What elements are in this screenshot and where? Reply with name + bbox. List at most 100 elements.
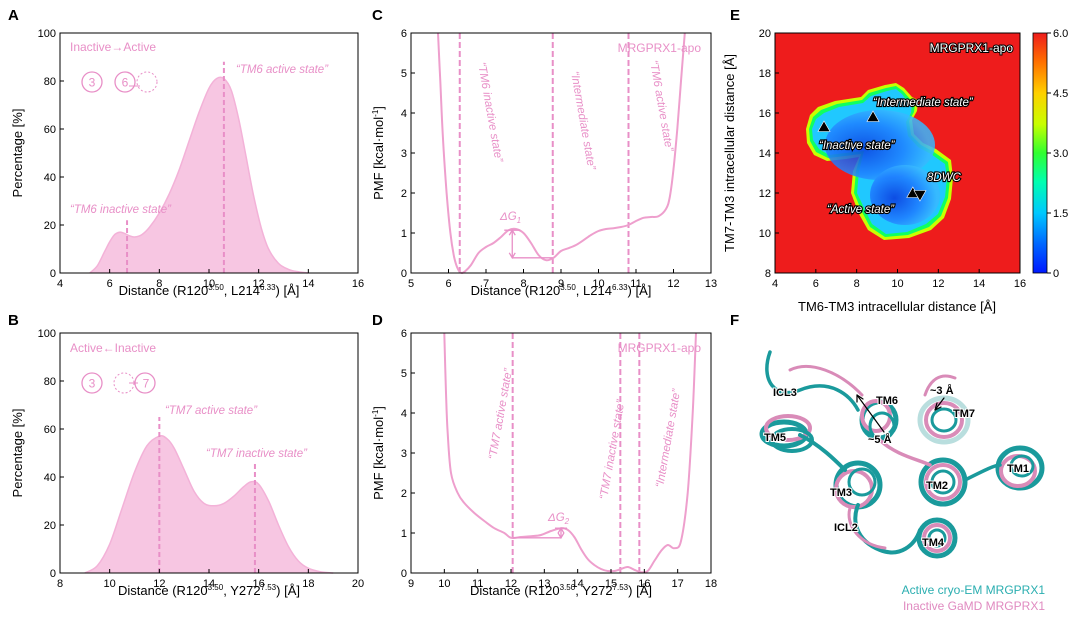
label-d: MRGPRX1-apo	[618, 341, 702, 355]
y-tick-label: 40	[44, 472, 56, 484]
dg2-label: ΔG2	[547, 512, 570, 526]
state-triangle-1	[866, 110, 880, 122]
y-tick-label: 4	[401, 408, 407, 420]
label-icl2: ICL2	[834, 522, 858, 534]
panel-letter-f: F	[730, 312, 739, 329]
x-tick-label: 8	[156, 278, 162, 290]
anno-c-inactive: “TM6 inactive state”	[475, 61, 505, 164]
x-tick-label: 11	[472, 578, 483, 590]
ticks-a: 4 6 8 10 12 14 16 0 20 40 60 80 100	[38, 28, 364, 290]
label-tm3: TM3	[830, 487, 852, 499]
density-curve	[89, 76, 309, 274]
y-tick-label: 20	[44, 220, 56, 232]
anno-d-intermediate: “Intermediate state”	[654, 387, 683, 488]
x-tick-label: 12	[153, 578, 165, 590]
x-tick-label: 8	[520, 278, 526, 290]
label-tm7: TM7	[953, 408, 975, 420]
panel-letter-b: B	[8, 312, 19, 329]
state-triangle-0	[817, 120, 831, 132]
panel-b: B 8 10 12 14 16 18 20 0 20 40 60 80 100 Active←Inact…	[8, 312, 364, 598]
circle-icons-a: 3 6	[81, 71, 158, 93]
x-tick-label: 10	[438, 578, 450, 590]
y-tick-label: 10	[759, 228, 771, 240]
ylabel-c: PMF [kcal·mol-1]	[371, 106, 386, 200]
x-tick-label: 8	[854, 278, 860, 290]
helix-tm1	[995, 445, 1045, 491]
helix-tm4	[916, 517, 958, 559]
label-tm1: TM1	[1007, 463, 1029, 475]
circle-label-6: 6	[122, 76, 129, 90]
x-tick-label: 18	[302, 578, 314, 590]
plot-frame-c	[410, 32, 712, 274]
x-tick-label: 6	[107, 278, 113, 290]
circle-label-3: 3	[89, 76, 96, 90]
x-tick-label: 12	[253, 278, 265, 290]
anno-c-active: “TM6 active state”	[647, 59, 675, 153]
x-tick-label: 10	[592, 278, 604, 290]
loop-icl3-teal	[765, 350, 860, 412]
basin-core-upper	[825, 110, 935, 180]
y-tick-label: 2	[401, 488, 407, 500]
y-tick-label: 0	[401, 568, 407, 580]
ticks-e: 4 6 8 10 12 14 16 8 10 12 14 16 18 20	[759, 28, 1026, 290]
circle-icon-3b	[81, 372, 103, 394]
loop-tm6-tm2	[878, 438, 932, 467]
y-tick-label: 3	[401, 148, 407, 160]
panel-letter-e: E	[730, 7, 740, 24]
x-tick-label: 16	[352, 278, 364, 290]
label-c: MRGPRX1-apo	[618, 41, 702, 55]
y-tick-label: 0	[50, 568, 56, 580]
colorbar-ticks: 0 1.5 3.0 4.5 6.0	[1047, 28, 1068, 280]
y-tick-label: 40	[44, 172, 56, 184]
label-tm4: TM4	[922, 537, 945, 549]
anno-e-intermediate: “Intermediate state”	[873, 97, 974, 109]
area-chart-b	[84, 417, 334, 574]
anno-d-inactive: “TM7 inactive state”	[598, 398, 628, 501]
line-chart-c	[437, 32, 686, 275]
legend-active-cryo-em: Active cryo-EM MRGPRX1	[902, 583, 1046, 597]
circle-label-3b: 3	[89, 377, 96, 391]
legend-inactive-gamd: Inactive GaMD MRGPRX1	[903, 599, 1045, 613]
x-tick-label: 7	[483, 278, 489, 290]
pmf-curve	[437, 32, 686, 275]
ylabel-d: PMF [kcal·mol-1]	[371, 406, 386, 500]
pmf-curve	[443, 332, 697, 574]
x-tick-label: 11	[630, 278, 641, 290]
heatmap-basin	[806, 83, 953, 240]
x-tick-label: 9	[408, 578, 414, 590]
anno-e-active: “Active state”	[827, 204, 895, 216]
ylabel-e: TM7-TM3 intracellular distance [Å]	[722, 54, 737, 252]
panel-a: A 4 6 8 10 12 14 16 0 20 40 60 80 100 Inactive→Activ…	[8, 7, 364, 298]
x-tick-label: 20	[352, 578, 364, 590]
x-tick-label: 12	[932, 278, 944, 290]
xlabel-a: Distance (R1203.50, L2146.33) [Å]	[119, 283, 300, 298]
label-tm2: TM2	[926, 480, 948, 492]
x-tick-label: 13	[538, 578, 550, 590]
anno-d-active: “TM7 active state”	[487, 367, 515, 461]
x-tick-label: 14	[973, 278, 985, 290]
y-tick-label: 20	[44, 520, 56, 532]
y-tick-label: 14	[759, 148, 771, 160]
arrow-5a	[856, 394, 885, 433]
heatmap-markers	[817, 110, 927, 202]
x-tick-label: 6	[813, 278, 819, 290]
x-tick-label: 18	[705, 578, 717, 590]
y-tick-label: 16	[759, 108, 771, 120]
x-tick-label: 13	[705, 278, 717, 290]
anno-b-inactive: “TM7 inactive state”	[206, 448, 308, 460]
label-dist-5a: ~5 Å	[868, 433, 892, 446]
panel-letter-c: C	[372, 7, 383, 24]
anno-a-inactive: “TM6 inactive state”	[70, 204, 172, 216]
ylabel-a: Percentage [%]	[10, 109, 25, 198]
x-tick-label: 17	[672, 578, 684, 590]
x-tick-label: 16	[253, 578, 265, 590]
y-tick-label: 20	[759, 28, 771, 40]
loop-tm2-tm1	[963, 463, 1002, 482]
anno-c-intermediate: “Intermediate state”	[568, 70, 597, 171]
y-tick-label: 3	[401, 448, 407, 460]
x-tick-label: 16	[638, 578, 650, 590]
arrow-5a-head	[856, 394, 864, 403]
